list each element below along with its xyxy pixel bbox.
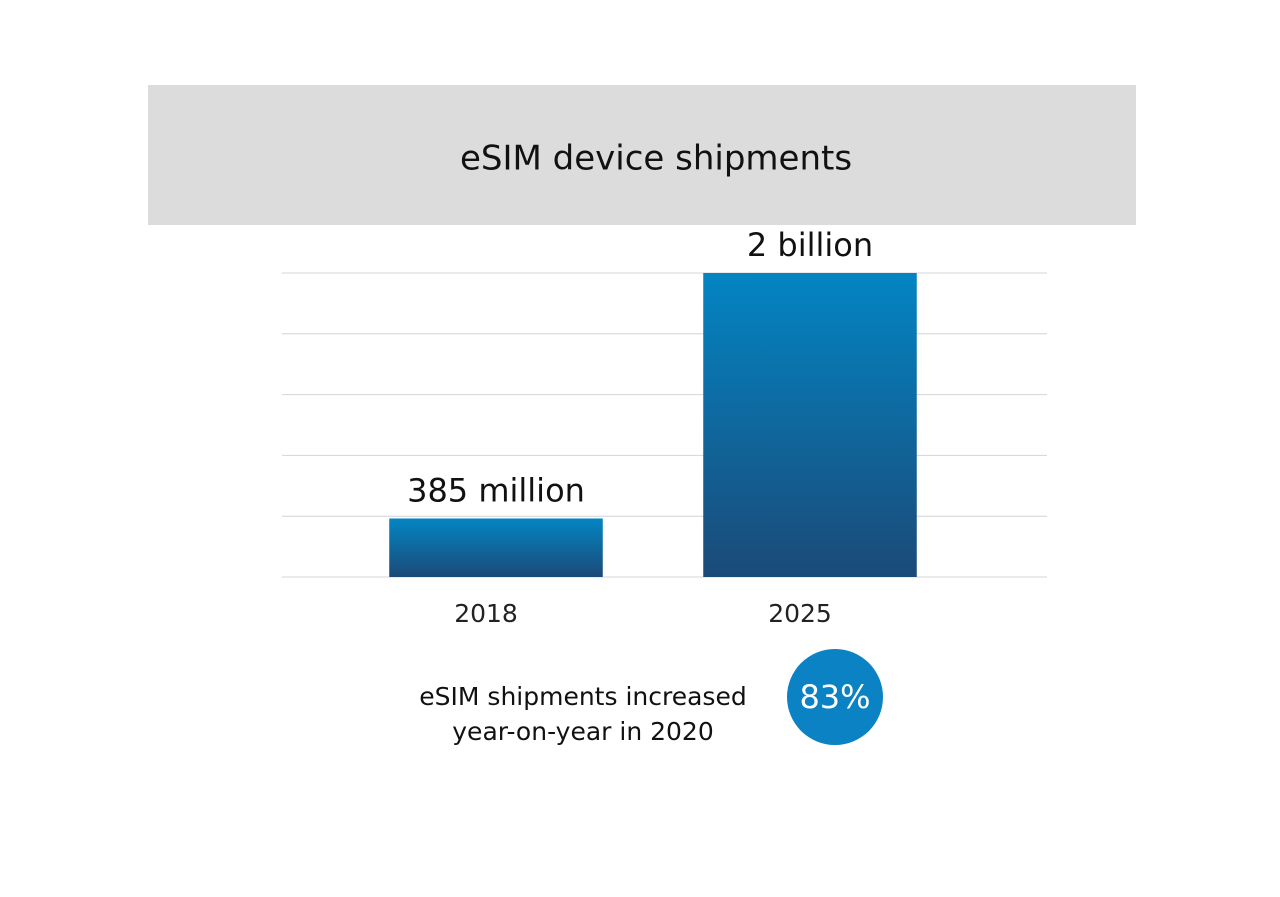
x-tick-label: 2018 [454, 599, 518, 628]
bar [703, 273, 917, 577]
annotation-line: eSIM shipments increased [419, 682, 746, 711]
value-label: 385 million [407, 471, 585, 509]
bar [389, 518, 603, 577]
chart-title: eSIM device shipments [460, 139, 852, 179]
x-tick-label: 2025 [768, 599, 832, 628]
value-label: 2 billion [747, 226, 873, 264]
highlight-value: 83% [799, 678, 870, 716]
annotation-line: year-on-year in 2020 [452, 717, 713, 746]
title-band [148, 85, 1136, 225]
highlight-badge [787, 649, 883, 745]
